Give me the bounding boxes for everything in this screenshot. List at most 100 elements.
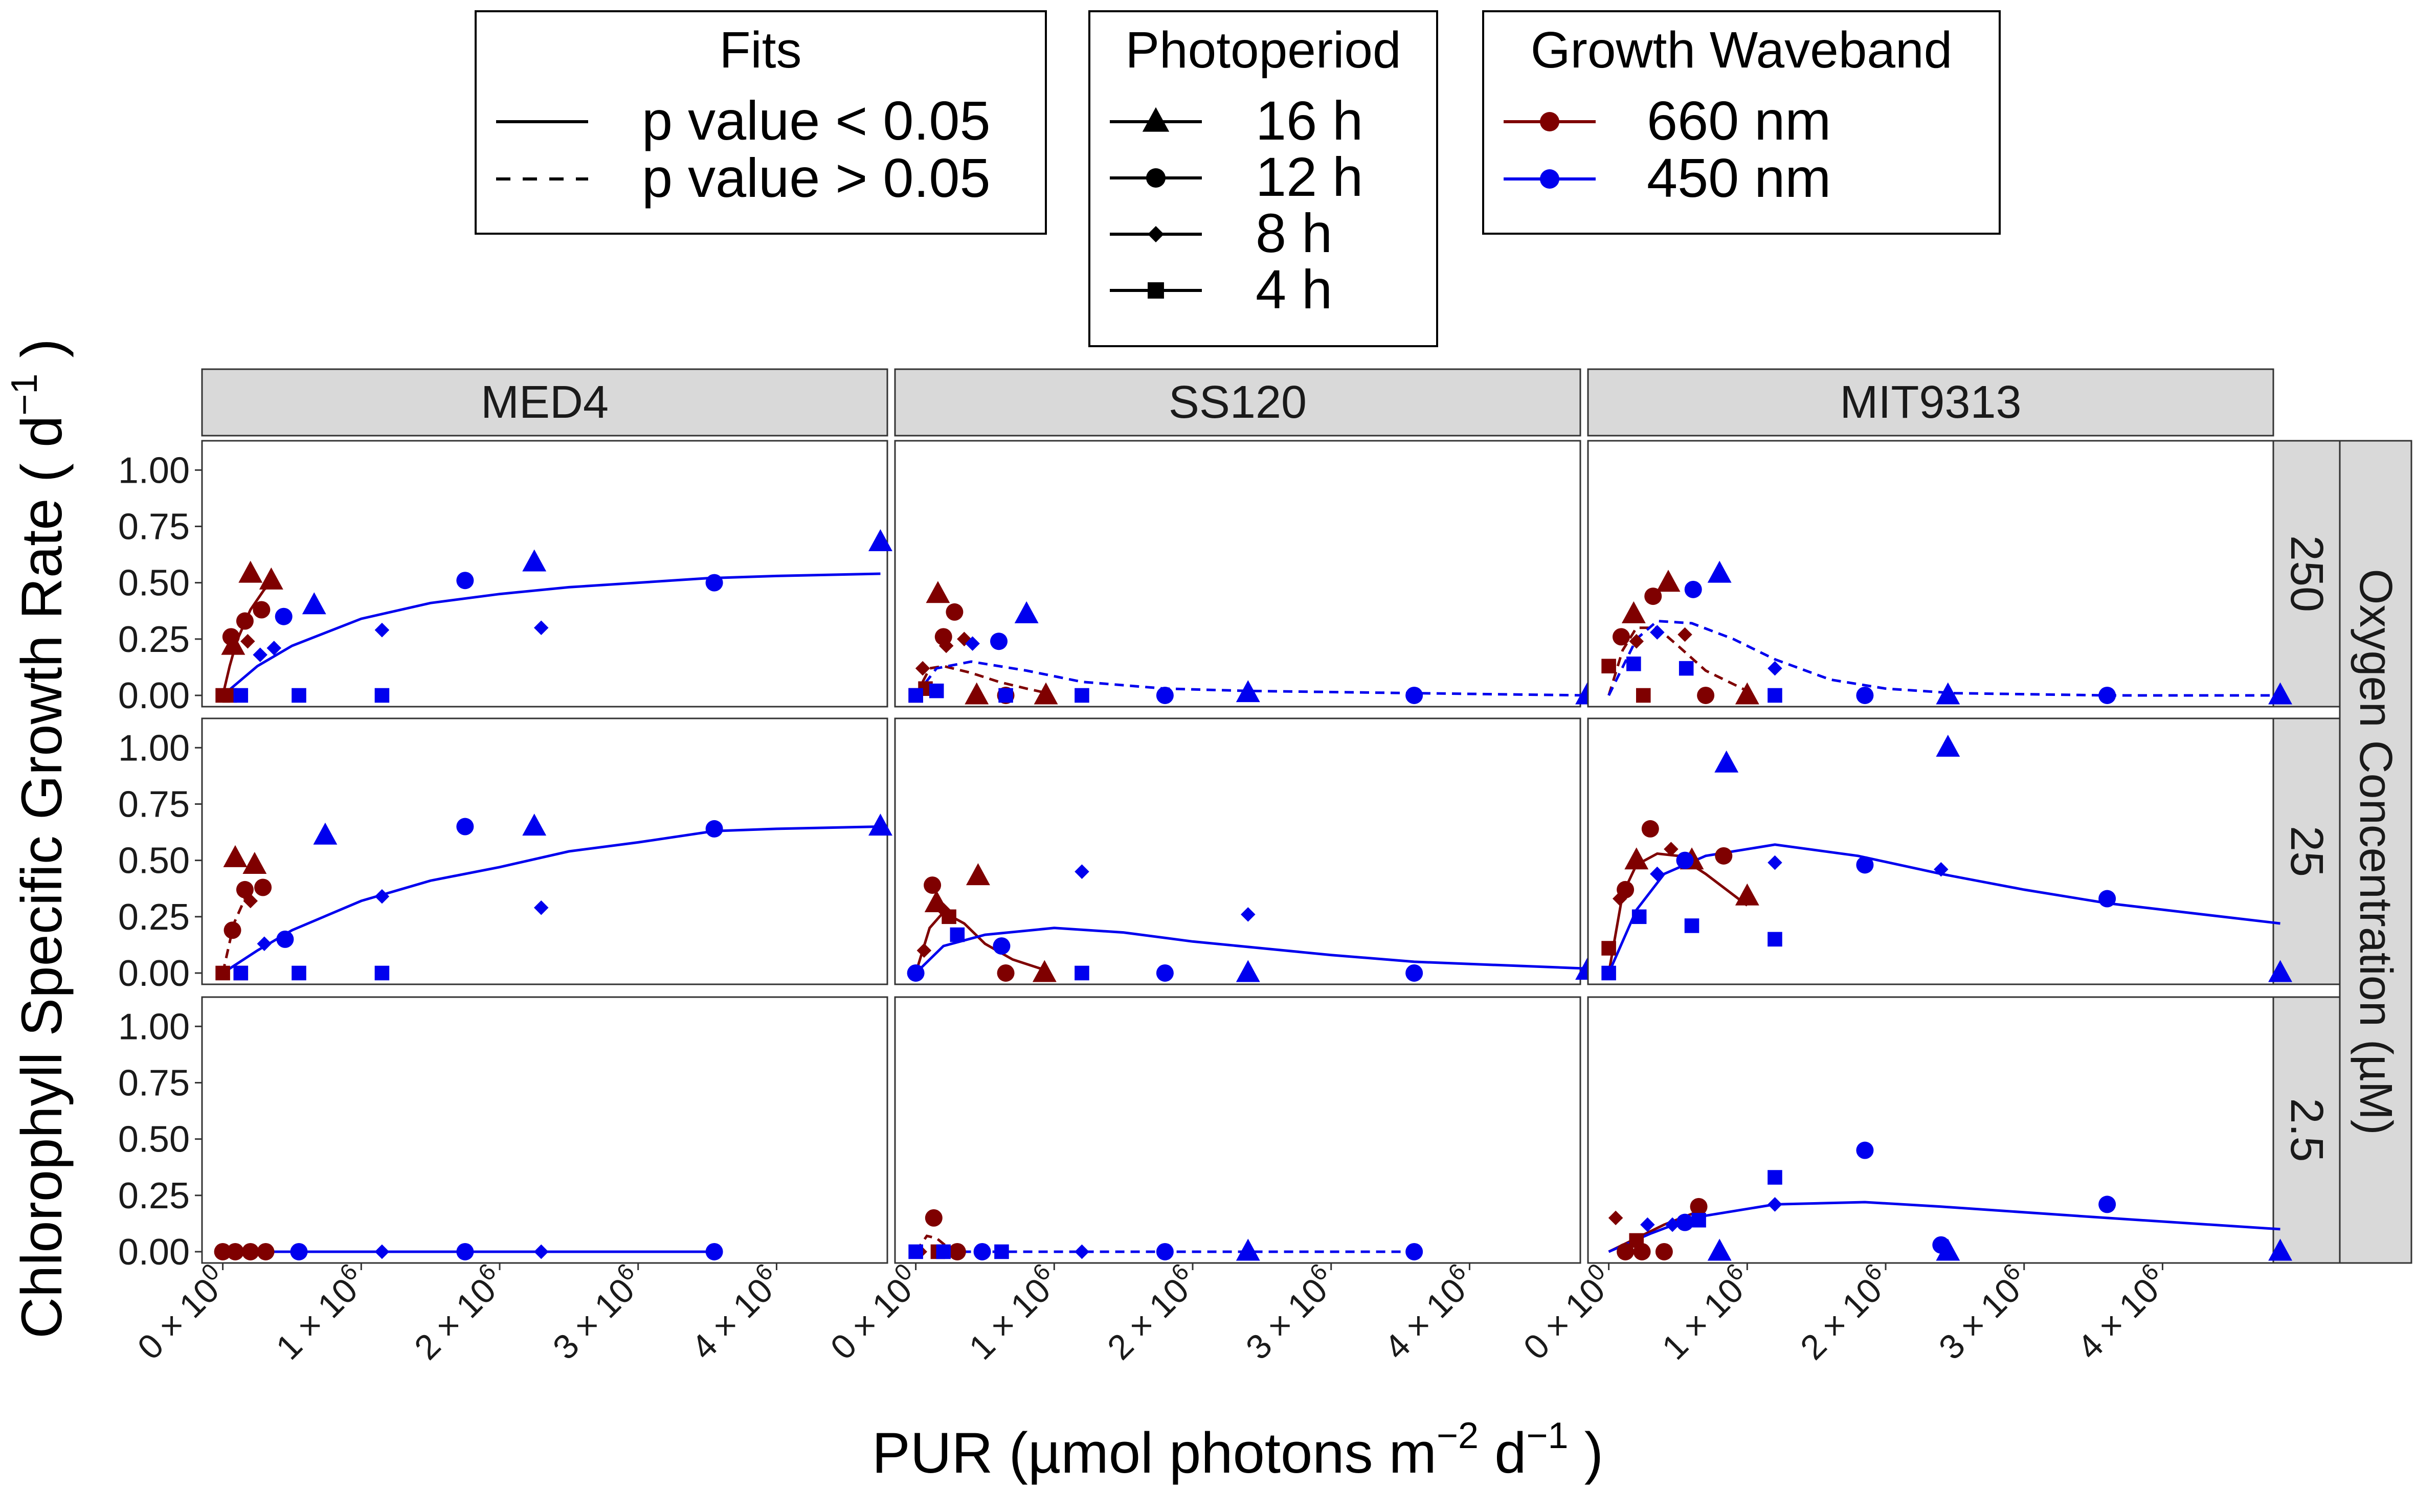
facet-strip-med4 bbox=[201, 368, 888, 437]
x-tick-label: 1 × 106 bbox=[958, 1258, 1067, 1367]
point-circle bbox=[705, 574, 723, 592]
point-diamond bbox=[374, 889, 390, 904]
point-diamond bbox=[1148, 226, 1164, 242]
point-diamond bbox=[1768, 661, 1782, 676]
point-circle bbox=[223, 921, 241, 939]
point-triangle bbox=[1014, 601, 1039, 623]
point-triangle bbox=[1236, 680, 1260, 703]
point-square bbox=[1075, 688, 1089, 703]
y-tick-label: 0.50 bbox=[118, 841, 190, 882]
legend-key-point bbox=[1540, 169, 1559, 189]
x-tick-label: 0 × 100 bbox=[127, 1258, 236, 1367]
y-axis-title-gap bbox=[10, 482, 74, 498]
point-triangle bbox=[1714, 750, 1739, 773]
facet-strip-row-0 bbox=[2272, 440, 2341, 708]
point-triangle bbox=[1236, 960, 1260, 982]
point-circle bbox=[907, 964, 925, 982]
point-square bbox=[1626, 656, 1641, 671]
point-square bbox=[1768, 932, 1782, 947]
point-circle bbox=[997, 964, 1015, 982]
point-circle bbox=[1697, 686, 1715, 704]
point-square bbox=[1601, 941, 1616, 956]
y-tick-label: 0.25 bbox=[118, 897, 190, 938]
point-diamond bbox=[1768, 855, 1782, 870]
point-circle bbox=[2098, 686, 2116, 704]
point-square bbox=[936, 1244, 951, 1259]
panel-mit9313-250 bbox=[1587, 440, 2292, 708]
point-diamond bbox=[533, 900, 549, 915]
point-triangle bbox=[259, 567, 283, 590]
x-tick-base: 4 × 10 bbox=[684, 1271, 780, 1367]
fit-line-450nm bbox=[1607, 619, 2280, 697]
x-tick-label: 2 × 106 bbox=[404, 1258, 512, 1367]
point-square bbox=[908, 1244, 923, 1259]
point-circle bbox=[705, 1243, 723, 1260]
facet-strip-ss120 bbox=[894, 368, 1581, 437]
x-tick-label: 1 × 106 bbox=[1651, 1258, 1760, 1367]
point-triangle bbox=[1032, 960, 1057, 982]
point-diamond bbox=[240, 634, 255, 649]
y-tick-label: 0.00 bbox=[118, 953, 190, 994]
legend-label: 8 h bbox=[1256, 202, 1332, 264]
x-tick-label: 4 × 106 bbox=[1374, 1258, 1483, 1367]
point-diamond bbox=[938, 638, 954, 653]
point-triangle bbox=[1936, 734, 1960, 757]
point-diamond bbox=[1934, 862, 1949, 877]
x-tick-label: 1 × 106 bbox=[265, 1258, 374, 1367]
point-circle bbox=[236, 612, 254, 630]
point-square bbox=[292, 688, 306, 703]
point-triangle bbox=[2268, 1238, 2292, 1261]
point-triangle bbox=[1621, 601, 1646, 623]
point-circle bbox=[236, 881, 254, 898]
x-tick-base: 2 × 10 bbox=[1793, 1271, 1890, 1367]
y-tick-label: 0.00 bbox=[118, 1232, 190, 1273]
fit-line-660nm bbox=[914, 665, 1048, 696]
x-tick-label: 3 × 106 bbox=[542, 1258, 651, 1367]
point-circle bbox=[1655, 1243, 1673, 1260]
point-triangle bbox=[522, 549, 547, 572]
point-circle bbox=[973, 1243, 991, 1260]
panel-frame bbox=[1587, 996, 2274, 1264]
point-triangle bbox=[313, 822, 338, 845]
point-circle bbox=[993, 937, 1011, 955]
point-square bbox=[1631, 909, 1647, 924]
panel-frame bbox=[894, 996, 1581, 1264]
point-triangle bbox=[1236, 1238, 1260, 1261]
point-circle bbox=[946, 603, 964, 621]
point-diamond bbox=[1241, 907, 1256, 922]
point-circle bbox=[226, 1243, 244, 1260]
point-circle bbox=[2098, 890, 2116, 908]
x-tick-base: 4 × 10 bbox=[1377, 1271, 1473, 1367]
point-square bbox=[1075, 965, 1089, 981]
point-diamond bbox=[1768, 1197, 1782, 1212]
point-circle bbox=[214, 1243, 232, 1260]
point-square bbox=[1148, 282, 1164, 299]
point-triangle bbox=[1142, 107, 1170, 132]
point-circle bbox=[276, 930, 294, 948]
panel-ss120-25 bbox=[894, 717, 1599, 985]
point-triangle bbox=[1707, 1238, 1732, 1261]
y-axis-title-unit: ( d bbox=[10, 416, 74, 483]
facet-strip-label: SS120 bbox=[1169, 377, 1307, 428]
panel-med4-250 bbox=[201, 440, 892, 708]
x-tick-base: 1 × 10 bbox=[269, 1271, 365, 1367]
point-circle bbox=[990, 633, 1008, 650]
point-diamond bbox=[1629, 634, 1644, 649]
point-diamond bbox=[965, 636, 980, 651]
x-tick-base: 0 × 10 bbox=[1516, 1271, 1613, 1367]
legend-photoperiod: Photoperiod 16 h12 h8 h4 h bbox=[1088, 10, 1438, 347]
x-axis-title-sup: −1 bbox=[1526, 1415, 1568, 1456]
point-diamond bbox=[257, 936, 272, 951]
legend-label: 660 nm bbox=[1647, 89, 1831, 151]
point-square bbox=[1679, 661, 1694, 676]
point-circle bbox=[1690, 1198, 1708, 1215]
legend-label: 4 h bbox=[1256, 258, 1332, 320]
point-circle bbox=[1644, 588, 1662, 605]
legend-label: 450 nm bbox=[1647, 147, 1831, 209]
point-circle bbox=[925, 1209, 943, 1227]
point-square bbox=[1691, 1212, 1706, 1228]
point-circle bbox=[1617, 881, 1635, 898]
